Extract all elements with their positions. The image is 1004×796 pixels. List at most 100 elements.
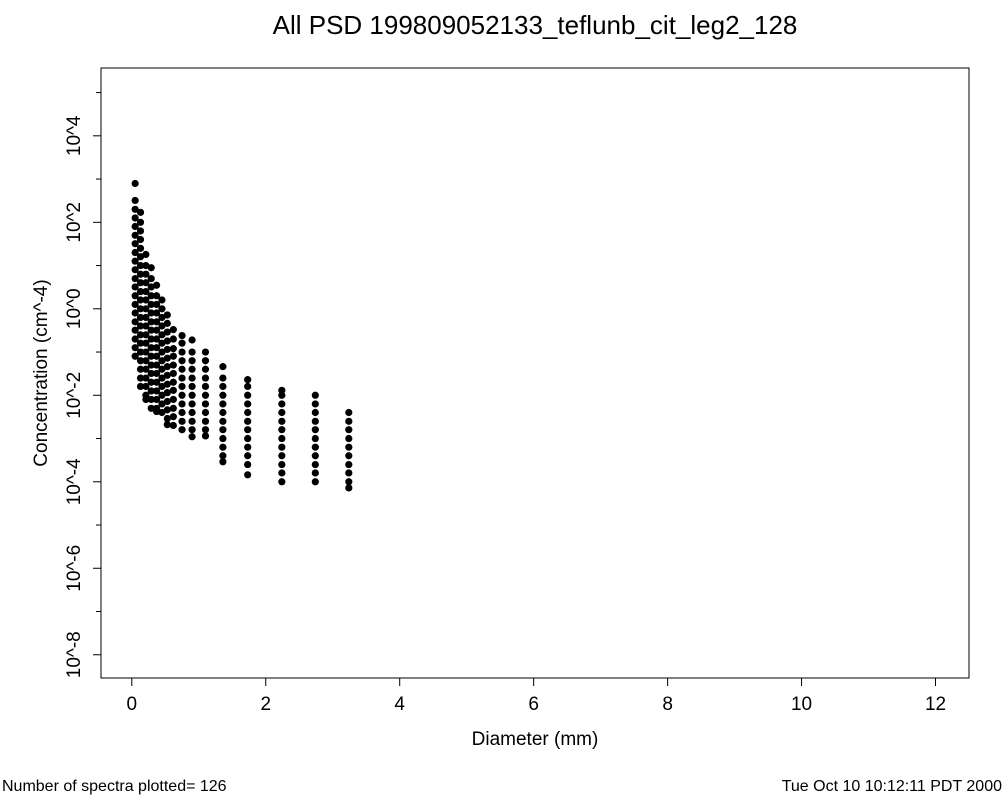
scatter-point [131,352,139,360]
scatter-point [219,374,227,382]
scatter-point [244,391,252,399]
scatter-point [163,345,171,354]
footer-right: Tue Oct 10 10:12:11 PDT 2000 [782,778,1002,795]
scatter-point [131,292,139,300]
scatter-point [152,318,161,326]
scatter-point [131,214,139,222]
scatter-point [158,305,166,313]
scatter-point [147,395,155,404]
scatter-point [152,407,161,416]
chart-title: All PSD 199809052133_teflunb_cit_leg2_12… [273,10,798,40]
scatter-point [163,371,171,379]
scatter-point [142,296,150,304]
scatter-point [278,426,286,434]
scatter-point [136,305,145,313]
scatter-point [131,196,139,205]
scatter-point [136,261,145,270]
scatter-point [345,408,353,417]
scatter-point [152,344,161,352]
scatter-point [345,452,353,460]
scatter-point [311,426,319,434]
scatter-point [311,408,319,417]
scatter-point [158,391,166,399]
scatter-point [163,380,171,388]
scatter-point [219,426,227,434]
scatter-point [147,309,155,317]
scatter-point [278,434,286,443]
scatter-point [142,339,150,347]
scatter-point [219,434,227,443]
scatter-point [244,382,252,391]
scatter-point [147,264,155,272]
scatter-point [311,443,319,451]
scatter-point [169,386,177,394]
scatter-point [244,460,252,469]
scatter-point [278,408,286,417]
scatter-point [169,378,177,386]
scatter-point [178,417,186,425]
scatter-point [152,395,161,404]
scatter-point [188,382,196,391]
scatter-point [278,400,286,408]
scatter-point [147,378,155,386]
scatter-point [345,460,353,469]
scatter-point [163,397,171,406]
scatter-point [178,374,186,382]
scatter-point [147,300,155,309]
scatter-point [158,348,166,356]
scatter-point [147,318,155,326]
scatter-point [169,395,177,404]
scatter-point [188,348,196,356]
scatter-point [131,257,139,265]
scatter-point [311,400,319,408]
scatter-point [131,326,139,334]
scatter-point [178,408,186,417]
scatter-point [163,389,171,397]
x-tick-label: 10 [791,694,812,715]
scatter-point [201,408,210,417]
scatter-point [219,452,227,460]
scatter-point [158,374,166,382]
scatter-point [152,352,161,360]
scatter-point [136,331,145,339]
scatter-point [131,283,139,291]
scatter-point [311,460,319,469]
scatter-point [244,376,252,384]
scatter-point [131,222,139,231]
scatter-point [136,365,145,373]
scatter-point [244,443,252,451]
scatter-point [163,363,171,371]
x-tick-label: 6 [528,694,539,715]
scatter-point [188,357,196,365]
scatter-point [219,417,227,425]
x-tick-label: 2 [260,694,271,715]
scatter-point [142,374,150,382]
scatter-point [142,331,150,339]
scatter-point [158,322,166,330]
scatter-point [188,391,196,399]
scatter-point [178,426,186,434]
scatter-point [169,413,177,421]
scatter-point [131,179,139,188]
scatter-point [152,281,161,289]
scatter-point [311,417,319,425]
scatter-point [201,400,210,408]
scatter-point [219,363,227,371]
scatter-point [158,408,166,417]
scatter-point [345,484,353,492]
scatter-point [163,319,171,327]
scatter-point [147,369,155,378]
scatter-point [219,408,227,417]
scatter-point [169,421,177,430]
scatter-point [169,345,177,353]
scatter-point [163,414,171,423]
scatter-point [158,365,166,373]
scatter-point [244,426,252,434]
scatter-point [152,335,161,343]
scatter-point [201,417,210,425]
scatter-point [201,432,210,440]
scatter-point [278,443,286,451]
scatter-point [142,348,150,356]
scatter-point [158,296,166,304]
scatter-point [142,357,150,365]
